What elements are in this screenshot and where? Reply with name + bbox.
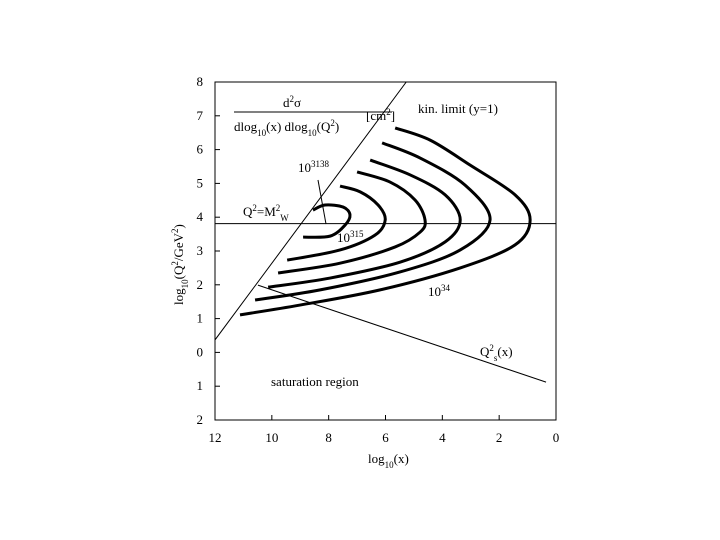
annotation-part: 2 [276, 203, 281, 213]
annotation: Q2=M2W [243, 203, 289, 223]
y-tick-label: 7 [197, 108, 204, 123]
formula-denominator-part: 10 [308, 128, 318, 138]
formula-denominator-part: (Q [317, 119, 331, 134]
x-axis-label-part: (x) [394, 451, 409, 466]
annotation-part: (x) [497, 344, 512, 359]
line [303, 203, 352, 239]
annotation-part: 10 [428, 284, 441, 299]
x-tick-label: 2 [496, 430, 503, 445]
line [239, 126, 532, 317]
formula-unit: [cm2] [366, 107, 395, 123]
annotation-part: 3138 [311, 159, 330, 169]
formula-denominator: dlog10(x) dlog10(Q2) [234, 118, 339, 138]
y-axis-label-part: (Q [171, 265, 186, 279]
line [215, 82, 407, 341]
line [277, 170, 427, 275]
y-tick-label: 4 [197, 209, 204, 224]
line [254, 141, 492, 302]
x-tick-label: 10 [265, 430, 278, 445]
line [267, 158, 462, 289]
annotation-part: saturation region [271, 374, 359, 389]
y-axis-label-part: ) [171, 224, 186, 228]
x-tick-label: 8 [325, 430, 332, 445]
x-axis-label: log10(x) [368, 451, 409, 470]
x-axis-label-part: log [368, 451, 385, 466]
annotation: saturation region [271, 374, 359, 389]
y-tick-label: 1 [197, 311, 204, 326]
annotation-part: s [494, 353, 498, 363]
y-tick-label: 0 [197, 344, 204, 359]
formula-denominator-part: 2 [330, 118, 335, 128]
y-axis-label-part: /GeV [171, 232, 186, 261]
annotation-part: 2 [489, 343, 494, 353]
pointer-line [317, 179, 327, 225]
x-tick-label: 12 [209, 430, 222, 445]
y-axis-label-part: 2 [170, 228, 180, 233]
annotation-part: 10 [337, 230, 350, 245]
formula-denominator-part: (x) dlog [266, 119, 308, 134]
annotation-part: kin. limit (y=1) [418, 101, 498, 116]
x-tick-label: 4 [439, 430, 446, 445]
annotation-part: 34 [441, 283, 451, 293]
formula-numerator-part: σ [294, 95, 301, 110]
y-tick-label: 6 [197, 142, 204, 157]
y-axis-label-part: log [171, 288, 186, 305]
formula-denominator-part: ) [335, 119, 339, 134]
annotation-part: Q [243, 204, 253, 219]
formula-numerator-part: d [283, 95, 290, 110]
y-axis-label-part: 10 [180, 279, 190, 289]
y-tick-label: 2 [197, 277, 204, 292]
formula-numerator: d2σ [283, 94, 301, 110]
y-axis-label: log10(Q2/GeV2) [170, 224, 190, 305]
formula-unit-part: ] [391, 108, 395, 123]
annotation: kin. limit (y=1) [418, 101, 498, 116]
annotation-part: 315 [350, 229, 364, 239]
annotation-part: 10 [298, 160, 311, 175]
y-tick-label: 1 [197, 378, 204, 393]
annotation: 103138 [298, 159, 330, 175]
formula-denominator-part: dlog [234, 119, 258, 134]
annotation: 10315 [337, 229, 364, 245]
x-axis-label-part: 10 [385, 460, 395, 470]
annotation-part: 2 [252, 203, 257, 213]
y-axis-label-part: 2 [170, 261, 180, 266]
y-tick-label: 2 [197, 412, 204, 427]
x-tick-label: 0 [553, 430, 560, 445]
formula-numerator-part: 2 [290, 94, 295, 104]
annotation: Q2s(x) [480, 343, 513, 363]
line [286, 184, 387, 262]
plot-area [215, 82, 556, 383]
formula-unit-part: [cm [366, 108, 386, 123]
annotation-part: W [280, 213, 289, 223]
annotation: 1034 [428, 283, 451, 299]
annotation-part: =M [257, 204, 276, 219]
formula-unit-part: 2 [386, 107, 391, 117]
x-tick-label: 6 [382, 430, 389, 445]
y-tick-label: 3 [197, 243, 204, 258]
y-tick-label: 5 [197, 175, 204, 190]
formula-denominator-part: 10 [257, 128, 267, 138]
annotation-part: Q [480, 344, 490, 359]
line [257, 284, 547, 383]
y-tick-label: 8 [197, 74, 204, 89]
